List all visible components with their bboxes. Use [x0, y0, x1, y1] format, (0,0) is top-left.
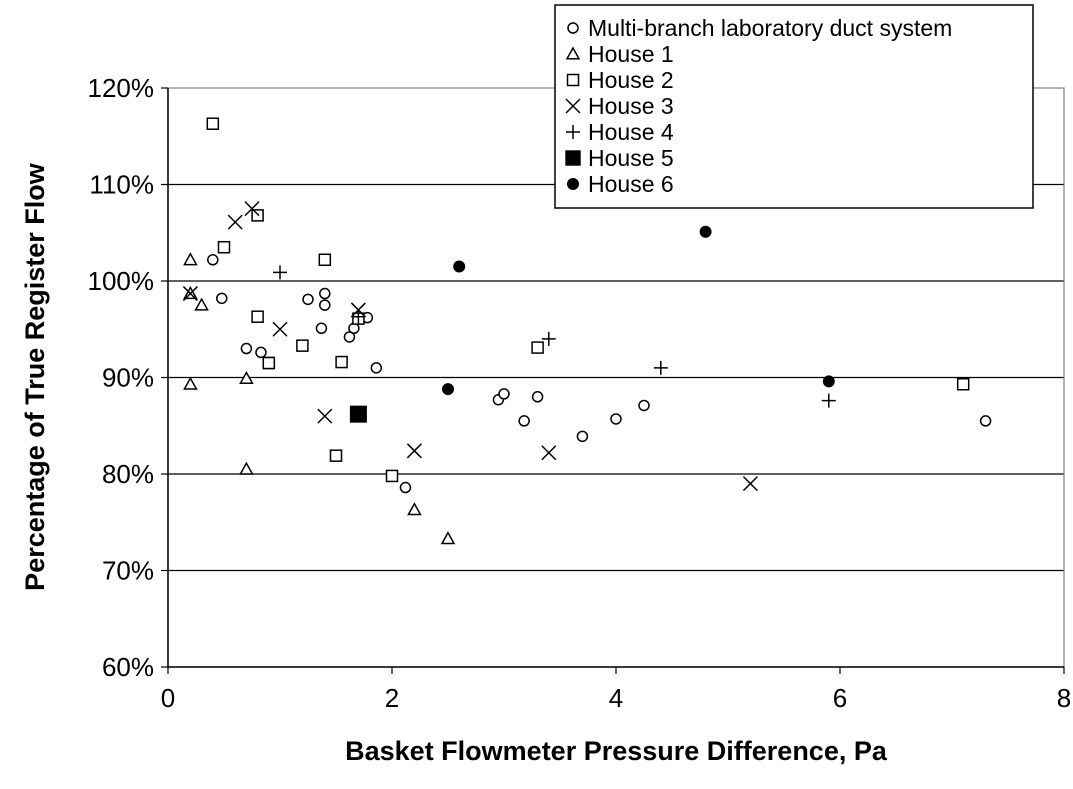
data-point: [742, 476, 758, 492]
data-point: [335, 355, 348, 369]
x-tick-label: 0: [161, 683, 175, 713]
legend-entry: Multi-branch laboratory duct system: [588, 15, 952, 41]
data-point: [518, 415, 530, 427]
data-point: [319, 299, 331, 311]
data-point: [956, 378, 970, 391]
x-tick-label: 6: [833, 683, 847, 713]
axes: [161, 87, 1065, 674]
data-point: [251, 310, 264, 323]
legend-entry: House 1: [588, 41, 674, 67]
data-point: [349, 405, 367, 423]
data-point: [407, 502, 422, 516]
legend-entry: House 6: [588, 171, 674, 197]
data-point: [182, 286, 198, 302]
y-tick-label: 90%: [102, 363, 154, 393]
legend-marker: [566, 73, 580, 87]
x-tick-label: 2: [385, 683, 399, 713]
legend-marker: [566, 125, 580, 139]
data-point: [385, 469, 399, 483]
legend-marker: [567, 178, 579, 190]
data-point: [251, 209, 264, 222]
x-tick-label: 8: [1057, 683, 1071, 713]
data-point: [227, 214, 243, 230]
data-point: [498, 388, 510, 400]
y-axis-title: Percentage of True Register Flow: [20, 162, 50, 591]
data-point: [822, 375, 835, 388]
data-point: [319, 287, 331, 300]
legend-entry: House 5: [588, 145, 674, 171]
data-point: [453, 260, 466, 273]
y-tick-label: 80%: [102, 459, 154, 489]
y-tick-label: 110%: [89, 170, 154, 200]
grid-lines: [168, 183, 1064, 572]
tick-labels: 60% 70% 80% 90% 100% 110% 120% 0 2 4 6 8: [88, 73, 1072, 713]
data-point: [206, 117, 220, 130]
data-point: [239, 461, 254, 475]
legend-entry: House 3: [588, 93, 674, 119]
data-point: [406, 443, 422, 459]
data-point: [440, 531, 456, 545]
data-point: [317, 408, 333, 424]
legend-marker: [565, 98, 581, 114]
data-point: [239, 370, 254, 385]
data-point: [217, 240, 231, 254]
y-tick-label: 100%: [88, 266, 155, 296]
legend-marker: [567, 22, 579, 34]
data-point: [979, 415, 992, 427]
data-point: [262, 356, 276, 370]
data-point: [207, 254, 219, 266]
legend-box: [554, 4, 1034, 209]
data-point: [541, 445, 557, 461]
y-tick-label: 60%: [102, 652, 154, 682]
data-point: [821, 393, 836, 408]
legend-marker: [565, 150, 581, 166]
data-point: [296, 339, 309, 352]
data-point: [541, 331, 556, 346]
data-point: [183, 376, 198, 390]
data-point: [329, 449, 343, 462]
data-point: [255, 346, 267, 359]
legend-entry: House 4: [588, 119, 674, 145]
data-point: [531, 391, 544, 403]
y-tick-label: 70%: [102, 556, 154, 586]
x-tick-label: 4: [609, 683, 623, 713]
data-point: [272, 321, 288, 337]
legend-marker: [565, 46, 581, 60]
x-axis-title: Basket Flowmeter Pressure Difference, Pa: [345, 736, 888, 766]
data-point: [244, 201, 260, 217]
data-point: [399, 481, 412, 494]
y-tick-label: 120%: [88, 73, 155, 103]
data-point: [315, 322, 328, 335]
data-point: [194, 297, 209, 311]
data-point: [318, 253, 332, 267]
data-point: [442, 383, 454, 396]
data-point: [351, 309, 366, 324]
data-point: [240, 342, 253, 355]
data-point: [638, 399, 650, 412]
legend: Multi-branch laboratory duct systemHouse…: [554, 4, 1034, 209]
legend-entry: House 2: [588, 67, 674, 93]
data-point: [183, 252, 198, 266]
data-points: [182, 117, 992, 545]
data-point: [302, 293, 314, 306]
data-point: [370, 362, 383, 374]
data-point: [531, 341, 544, 354]
data-point: [343, 331, 356, 343]
data-point: [699, 225, 712, 238]
data-point: [576, 430, 589, 443]
data-point: [273, 265, 287, 280]
data-point: [216, 292, 228, 305]
data-point: [653, 360, 668, 375]
data-point: [610, 413, 622, 425]
